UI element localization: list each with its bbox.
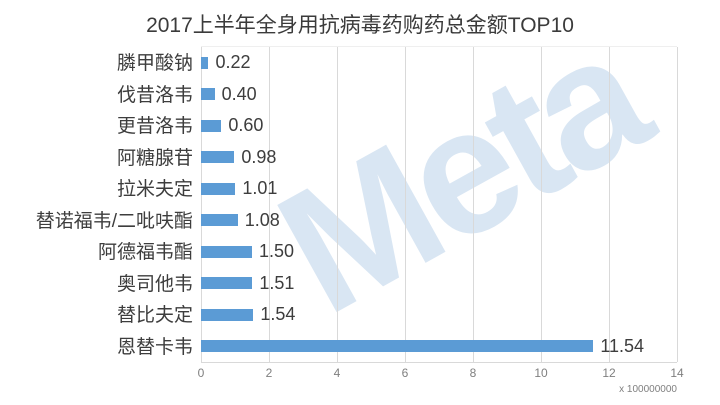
value-label: 0.40 (221, 83, 257, 104)
value-label: 0.22 (215, 52, 251, 73)
x-axis-tick-label: 8 (469, 366, 477, 380)
bars-layer: 0.22 0.40 0.60 0.98 1.01 1.08 1.50 1.51 1.54 11.5… (201, 47, 677, 362)
x-axis-tick-label: 2 (265, 366, 273, 380)
bar-row: 0.22 (201, 47, 677, 79)
bar (201, 214, 238, 227)
bar (201, 56, 209, 69)
bar-row: 1.08 (201, 205, 677, 237)
gridline (677, 47, 678, 362)
gridline (337, 47, 338, 362)
axis-multiplier-label: x 100000000 (619, 384, 677, 395)
category-label: 膦甲酸钠 (116, 53, 193, 75)
gridline (405, 47, 406, 362)
bar-row: 1.01 (201, 173, 677, 205)
value-label: 11.54 (600, 335, 645, 356)
gridline (269, 47, 270, 362)
bar-row: 1.54 (201, 299, 677, 331)
value-label: 1.51 (259, 272, 295, 293)
category-label: 阿糖腺苷 (116, 147, 193, 169)
value-label: 0.98 (241, 146, 277, 167)
category-label: 伐昔洛韦 (116, 84, 193, 106)
x-axis: 0 2 4 6 8 10 12 14 (197, 366, 684, 382)
chart-title: 2017上半年全身用抗病毒药购药总金额TOP10 (146, 14, 574, 37)
category-label: 替比夫定 (116, 305, 193, 327)
value-label: 1.54 (260, 304, 296, 325)
bar-row: 0.40 (201, 79, 677, 111)
bar (201, 340, 594, 353)
bar-row: 0.98 (201, 142, 677, 174)
plot-area: 0.22 0.40 0.60 0.98 1.01 1.08 1.50 1.51 1.54 11.5… (201, 46, 678, 363)
x-axis-tick-label: 12 (602, 366, 616, 380)
category-axis: 膦甲酸钠伐昔洛韦更昔洛韦阿糖腺苷拉米夫定替诺福韦/二吡呋酯阿德福韦酯奥司他韦替比… (0, 46, 193, 361)
bar (201, 151, 235, 164)
value-label: 1.50 (259, 241, 295, 262)
bar (201, 119, 222, 132)
x-axis-tick-label: 4 (333, 366, 341, 380)
gridline (201, 47, 202, 362)
bar (201, 245, 252, 258)
category-label: 恩替卡韦 (116, 336, 193, 358)
category-label: 奥司他韦 (116, 273, 193, 295)
category-label: 更昔洛韦 (116, 116, 193, 138)
category-label: 阿德福韦酯 (97, 242, 193, 264)
x-axis-tick-label: 10 (534, 366, 548, 380)
bar-row: 11.54 (201, 331, 677, 363)
bar (201, 88, 215, 101)
x-axis-tick-label: 6 (401, 366, 409, 380)
category-label: 替诺福韦/二吡呋酯 (35, 210, 193, 232)
value-label: 1.01 (242, 178, 278, 199)
category-label: 拉米夫定 (116, 179, 193, 201)
value-label: 1.08 (244, 209, 280, 230)
gridline (609, 47, 610, 362)
gridline (473, 47, 474, 362)
bar (201, 182, 236, 195)
bar-row: 0.60 (201, 110, 677, 142)
bar (201, 308, 254, 321)
x-axis-tick-label: 0 (197, 366, 205, 380)
bar-row: 1.50 (201, 236, 677, 268)
bar-row: 1.51 (201, 268, 677, 300)
value-label: 0.60 (228, 115, 264, 136)
gridline (541, 47, 542, 362)
x-axis-tick-label: 14 (670, 366, 684, 380)
bar (201, 277, 253, 290)
